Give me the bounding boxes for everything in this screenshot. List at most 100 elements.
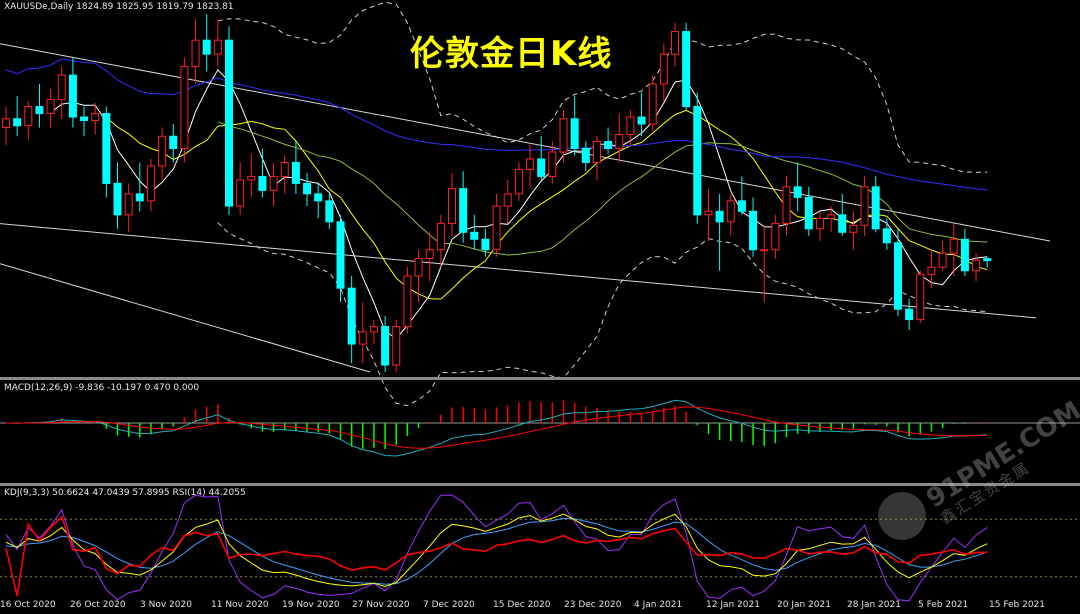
candle-body [793, 186, 802, 198]
candle-body [492, 205, 501, 251]
panel-separator-2[interactable] [0, 483, 1080, 486]
candle-body [258, 175, 267, 191]
candle-body [347, 287, 356, 345]
macd-line [5, 399, 988, 457]
candle-body [113, 182, 122, 216]
candle-body [737, 200, 746, 212]
candle-body [180, 65, 189, 149]
candle-body [13, 118, 22, 127]
watermark: 91PME.COM 鑫汇宝贵金属 [872, 396, 1080, 550]
date-label: 4 Jan 2021 [634, 600, 683, 610]
candle-body [481, 238, 490, 251]
candle-body [648, 83, 657, 125]
candle-body [46, 99, 55, 115]
candle-body [247, 175, 256, 181]
candle-body [659, 53, 668, 85]
candle-body [236, 179, 245, 207]
candle-body [526, 158, 535, 170]
candle-body [537, 158, 546, 177]
candle-body [905, 308, 914, 321]
candle-body [604, 140, 613, 149]
date-label: 23 Dec 2020 [564, 600, 622, 610]
kdj-k-line [5, 513, 988, 588]
candle-body [291, 161, 300, 184]
chart-title: 伦敦金日K线 [410, 34, 613, 74]
date-label: 27 Nov 2020 [352, 600, 410, 610]
candle-body [894, 242, 902, 310]
watermark-logo-icon [878, 492, 926, 540]
date-label: 19 Nov 2020 [282, 600, 340, 610]
candle-body [704, 210, 713, 216]
kdj-d-line [5, 517, 988, 585]
candle-body [693, 106, 702, 216]
date-label: 3 Nov 2020 [140, 600, 192, 610]
date-label: 16 Oct 2020 [0, 600, 56, 610]
candle-body [336, 221, 345, 289]
candle-body [771, 223, 780, 251]
candle-body [827, 214, 836, 219]
kdj-rsi-label: KDJ(9,3,3) 50.6624 47.0439 57.8995 RSI(1… [4, 488, 246, 498]
candle-body [57, 74, 66, 101]
candle-body [916, 273, 925, 321]
candle-body [671, 30, 679, 55]
candle-body [80, 116, 89, 122]
candle-body [682, 30, 691, 108]
candle-body [35, 106, 44, 115]
bollinger-lower [217, 222, 988, 407]
candle-body [191, 39, 200, 67]
candle-body [381, 326, 390, 366]
candle-body [849, 224, 858, 233]
candle-body [871, 186, 880, 230]
candle-body [403, 275, 412, 328]
candle-body [804, 196, 813, 230]
candle-body [124, 193, 133, 216]
macd-label: MACD(12,26,9) -9.836 -10.197 0.470 0.000 [4, 383, 200, 393]
candle-body [514, 168, 523, 195]
candle-body [358, 331, 367, 345]
candle-body [91, 113, 100, 122]
candle-body [436, 223, 445, 251]
candle-body [570, 118, 579, 149]
candle-body [626, 116, 635, 135]
trendline-lower [0, 263, 371, 373]
candle-body [280, 161, 289, 177]
candle-body [637, 116, 646, 125]
date-label: 7 Dec 2020 [423, 600, 475, 610]
date-label: 20 Jan 2021 [777, 600, 831, 610]
candle-body [158, 135, 167, 167]
ma5-line [50, 69, 988, 340]
candle-body [927, 266, 936, 275]
candle-body [882, 228, 891, 244]
ma20-line [217, 121, 988, 256]
candle-body [24, 106, 33, 127]
candle-body [960, 238, 969, 272]
candle-body [548, 151, 557, 177]
candle-body [213, 39, 222, 55]
candle-body [459, 188, 468, 233]
kdj-j-line [5, 494, 988, 602]
candle-body [448, 188, 456, 225]
candle-body [2, 118, 10, 129]
date-label: 5 Feb 2021 [918, 600, 969, 610]
date-label: 28 Jan 2021 [847, 600, 901, 610]
date-label: 15 Feb 2021 [989, 600, 1046, 610]
bollinger-upper [217, 1, 988, 173]
candle-body [782, 186, 791, 225]
date-axis: 16 Oct 2020 26 Oct 2020 3 Nov 2020 11 Nov 2… [0, 600, 1080, 614]
candle-body [715, 210, 724, 223]
candle-body [938, 252, 947, 268]
candle-body [949, 238, 958, 254]
candle-body [972, 259, 981, 272]
trendline-middle [0, 223, 1037, 319]
candle-body [68, 74, 77, 118]
candle-body [581, 147, 590, 163]
date-label: 11 Nov 2020 [211, 600, 269, 610]
candle-body [470, 231, 479, 240]
ma-long-line [5, 58, 988, 191]
panel-separator-1[interactable] [0, 377, 1080, 380]
candle-body [392, 326, 401, 366]
candle-body [559, 118, 568, 153]
rsi-line [5, 515, 988, 597]
candle-body [146, 165, 155, 202]
candle-body [269, 175, 278, 191]
